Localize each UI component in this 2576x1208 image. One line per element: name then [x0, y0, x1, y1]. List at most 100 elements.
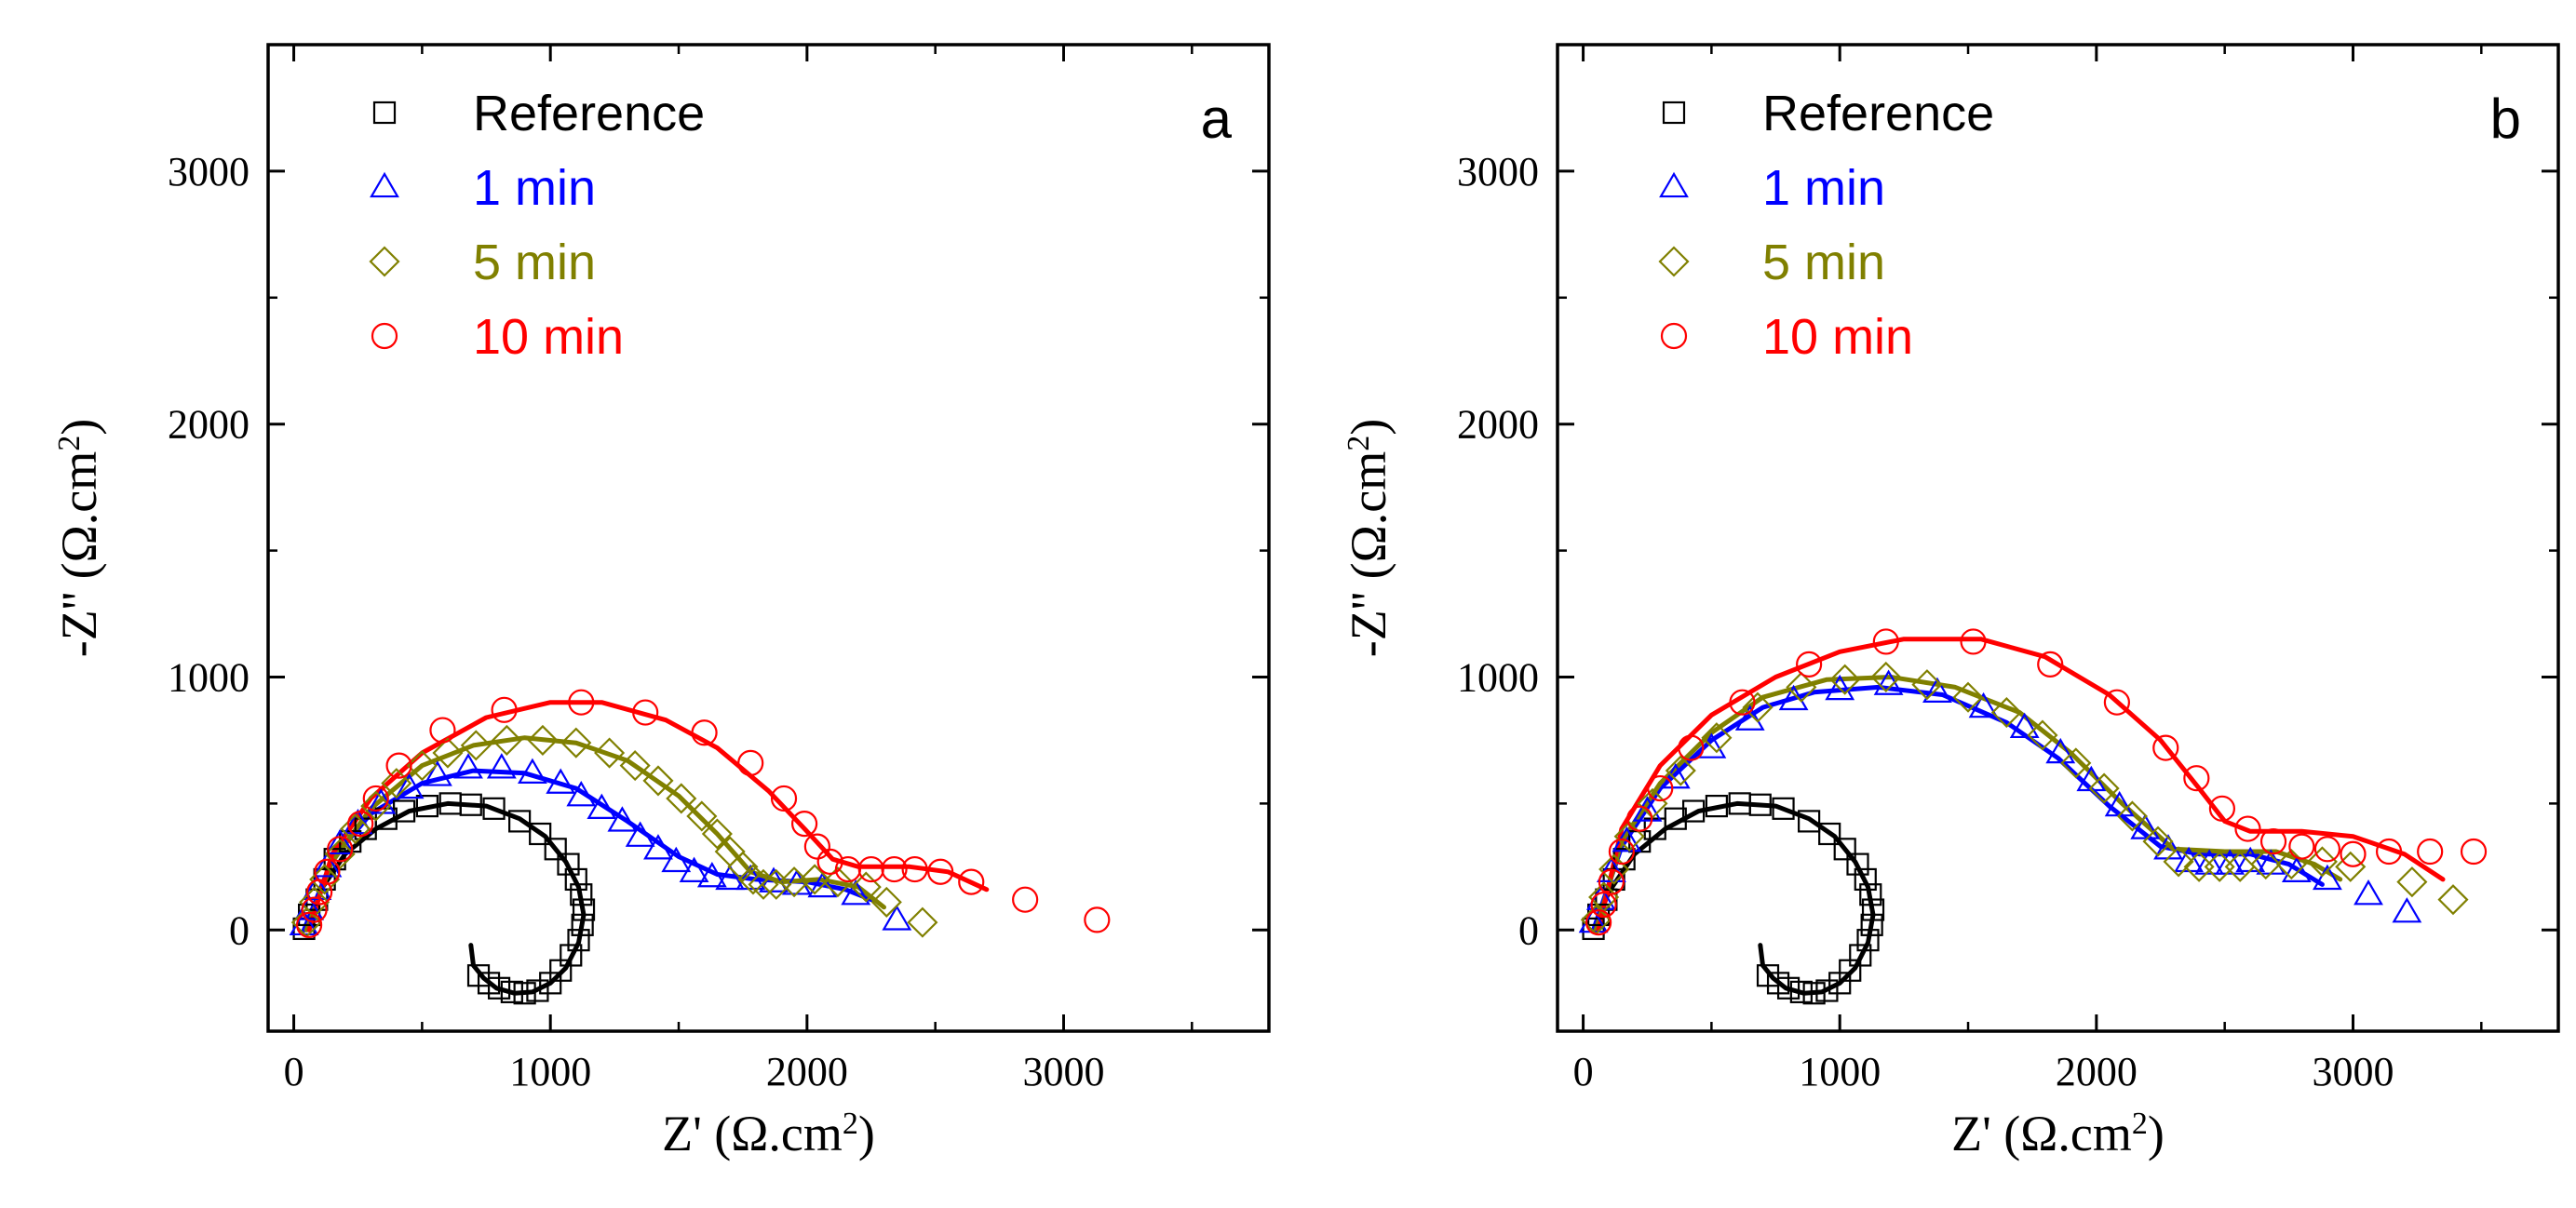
data-point: [2460, 838, 2488, 866]
data-point: [1802, 982, 1826, 1005]
data-point: [453, 753, 483, 779]
data-point: [1729, 689, 1756, 716]
data-point: [486, 753, 517, 779]
data-point: [1818, 822, 1841, 846]
data-point: [748, 868, 779, 900]
data-point: [2152, 734, 2179, 761]
data-point: [1860, 913, 1883, 936]
data-point: [958, 868, 985, 895]
legend-label: 5 min: [1762, 235, 1885, 290]
data-point: [570, 883, 593, 906]
data-point: [1608, 838, 1636, 866]
panel-letter: a: [1201, 87, 1233, 150]
x-tick-label: 3000: [2312, 1049, 2394, 1094]
data-point: [790, 811, 818, 838]
data-point: [567, 929, 590, 952]
data-point: [841, 879, 871, 906]
data-point: [587, 793, 617, 820]
data-point: [482, 797, 506, 820]
legend: Reference 1 min 5 min 10 min: [369, 86, 705, 365]
data-point: [296, 911, 323, 938]
x-tick-label: 0: [284, 1049, 304, 1094]
data-point: [2281, 856, 2312, 882]
y-tick-label: 1000: [168, 654, 250, 700]
data-point: [1734, 705, 1765, 731]
series-10-min: [1585, 628, 2488, 936]
data-point: [546, 768, 576, 794]
data-point: [1590, 892, 1617, 919]
data-point: [508, 810, 532, 833]
data-point: [340, 813, 371, 845]
data-point: [1647, 774, 1674, 802]
legend-marker: [372, 101, 397, 125]
data-point: [1772, 797, 1795, 820]
panel-b: 0 1000 2000 3000 0 1000 2000 3000 Z' (Ω.cm2) -Z''…: [1341, 43, 2560, 1161]
x-axis-title: Z' (Ω.cm2): [662, 1106, 875, 1161]
data-point: [491, 696, 518, 723]
data-point: [625, 821, 655, 847]
data-point: [834, 855, 862, 883]
data-point: [881, 855, 908, 883]
data-point: [803, 833, 830, 860]
data-point: [1968, 691, 1999, 718]
data-point: [1796, 651, 1823, 678]
data-point: [737, 749, 764, 776]
data-point: [2208, 795, 2236, 822]
data-point: [415, 795, 438, 818]
x-tick-label: 1000: [1799, 1049, 1881, 1094]
data-point: [2027, 719, 2058, 751]
data-point: [544, 838, 567, 861]
data-point: [2234, 815, 2261, 842]
legend-label: Reference: [473, 86, 705, 141]
data-point: [715, 864, 746, 891]
data-point: [1012, 886, 1039, 913]
x-tick-label: 3000: [1022, 1049, 1104, 1094]
data-point: [2103, 689, 2130, 716]
data-point: [1815, 979, 1839, 1002]
data-point: [362, 785, 389, 812]
data-point: [882, 905, 912, 931]
data-point: [1705, 795, 1728, 818]
data-point: [2009, 712, 2040, 739]
data-point: [2045, 737, 2076, 764]
data-point: [381, 768, 412, 799]
data-point: [643, 834, 673, 860]
data-point: [1789, 980, 1813, 1003]
data-point: [1828, 972, 1852, 995]
data-point: [568, 689, 595, 716]
data-point: [857, 855, 884, 883]
data-point: [907, 906, 938, 938]
data-point: [1861, 898, 1885, 921]
data-point: [2417, 838, 2444, 866]
data-point: [816, 848, 843, 875]
data-point: [2313, 836, 2341, 863]
y-tick-label: 2000: [168, 402, 250, 448]
data-point: [901, 855, 928, 883]
data-point: [1960, 628, 1987, 655]
panel-a: 0 1000 2000 3000 0 1000 2000 3000 Z' (Ω.cm2) -Z''…: [51, 43, 1271, 1161]
data-point: [2194, 849, 2225, 875]
data-point: [539, 972, 562, 995]
y-tick-label: 1000: [1457, 654, 1539, 700]
data-point: [1665, 755, 1696, 786]
data-point: [466, 964, 491, 987]
data-point: [1859, 883, 1882, 906]
data-point: [686, 800, 718, 832]
data-point: [571, 913, 594, 936]
data-point: [1854, 867, 1877, 892]
y-axis-title: -Z'' (Ω.cm2): [51, 419, 107, 658]
fit-line-5-min: [1593, 675, 2343, 933]
plot-frame: [266, 43, 1271, 1033]
data-point: [2088, 772, 2120, 804]
data-point: [1798, 810, 1821, 833]
data-point: [1598, 853, 1630, 885]
data-point: [1825, 674, 1855, 701]
data-point: [1632, 796, 1663, 822]
data-point: [1748, 793, 1772, 816]
data-point: [2437, 884, 2469, 916]
data-point: [301, 896, 328, 923]
data-point: [822, 866, 854, 898]
data-point: [1681, 799, 1706, 823]
data-point: [607, 806, 638, 832]
data-point: [1922, 677, 1952, 703]
